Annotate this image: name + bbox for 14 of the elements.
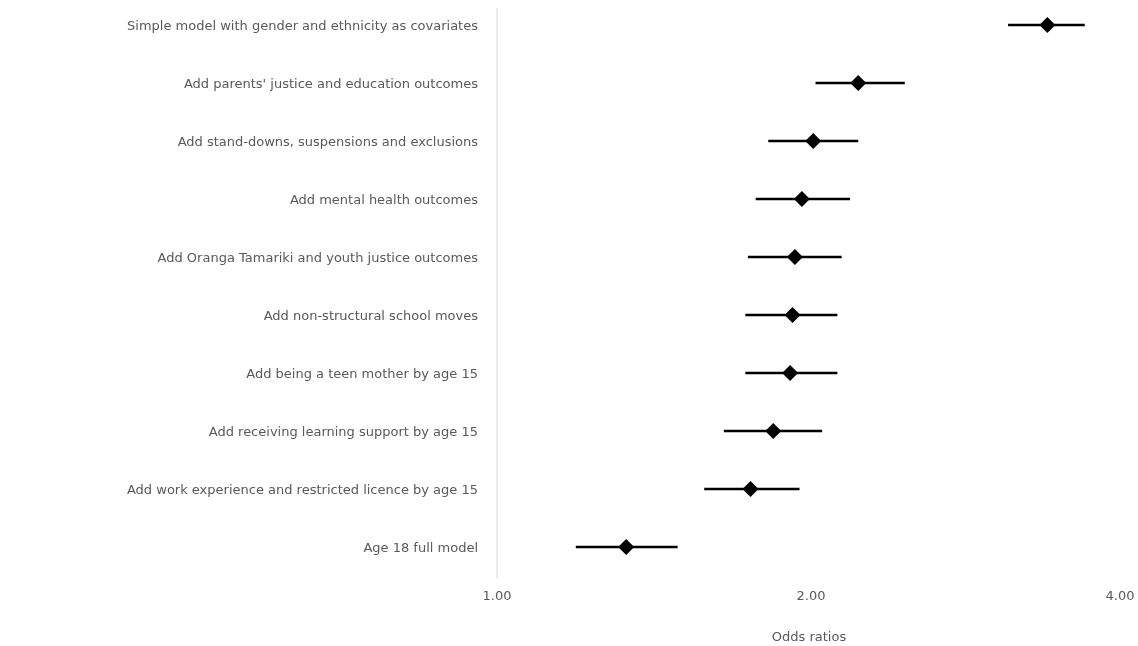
- y-tick-label: Add non-structural school moves: [263, 307, 479, 323]
- x-axis-title: Odds ratios: [771, 629, 847, 644]
- y-tick-label: Add Oranga Tamariki and youth justice outcomes: [157, 249, 479, 265]
- y-tick-label: Add work experience and restricted licence by age 15: [126, 481, 478, 497]
- x-tick-label: 4.00: [1105, 588, 1135, 603]
- x-tick-label: 1.00: [482, 588, 512, 603]
- y-tick-label: Add being a teen mother by age 15: [246, 365, 478, 381]
- x-tick-label: 2.00: [796, 588, 826, 603]
- y-tick-label: Add receiving learning support by age 15: [208, 423, 478, 439]
- y-tick-label: Add stand-downs, suspensions and exclusions: [177, 133, 479, 149]
- y-tick-label: Age 18 full model: [363, 539, 478, 555]
- y-tick-label: Add parents' justice and education outcomes: [183, 75, 479, 91]
- y-tick-label: Add mental health outcomes: [289, 191, 479, 207]
- y-tick-label: Simple model with gender and ethnicity as covariates: [127, 17, 479, 33]
